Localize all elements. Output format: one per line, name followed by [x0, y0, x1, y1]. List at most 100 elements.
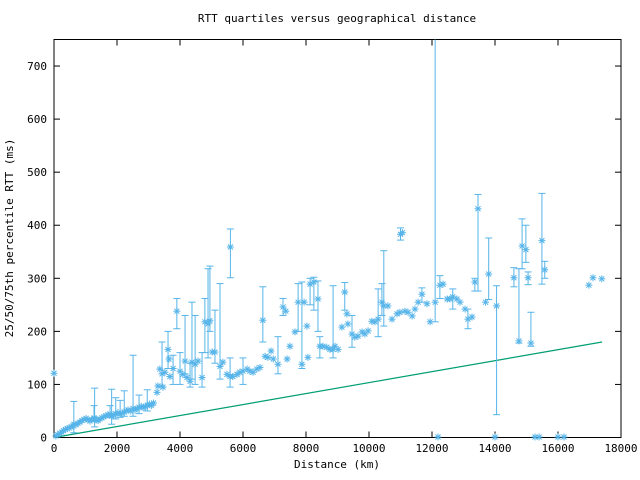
data-point [227, 244, 234, 250]
data-point [412, 306, 418, 312]
plot-frame [53, 39, 622, 438]
data-point [51, 370, 57, 377]
data-point [399, 229, 406, 236]
data-point [189, 359, 195, 365]
data-point [154, 389, 160, 396]
data-point [427, 318, 433, 325]
y-axis-label: 25/50/75th percentile RTT (ms) [3, 139, 16, 338]
data-point [449, 294, 456, 300]
data-point [311, 279, 317, 285]
data-point [397, 309, 403, 316]
data-point [305, 354, 311, 361]
data-point [528, 340, 534, 346]
data-point [304, 323, 310, 329]
data-point [409, 313, 416, 319]
data-point [284, 356, 290, 362]
data-point [365, 327, 371, 334]
data-point [166, 356, 172, 362]
data-point [437, 282, 443, 289]
data-point [375, 316, 381, 323]
data-point [516, 338, 522, 344]
data-point [355, 333, 361, 339]
data-point [259, 317, 266, 324]
data-point [561, 434, 567, 440]
data-point [184, 374, 190, 381]
data-point [471, 279, 478, 285]
data-point [345, 321, 351, 327]
data-point [182, 358, 188, 364]
chart-title: RTT quartiles versus geographical distan… [198, 12, 476, 25]
data-point [195, 358, 201, 364]
data-point [207, 317, 213, 324]
x-tick-label: 0 [51, 442, 58, 455]
data-point [202, 318, 208, 325]
data-point [523, 246, 529, 253]
data-point [292, 329, 298, 335]
x-axis-label: Distance (km) [294, 458, 380, 471]
data-point [167, 373, 173, 380]
data-point [405, 309, 411, 316]
data-point [165, 346, 171, 353]
data-point [179, 371, 186, 378]
data-point [457, 299, 463, 306]
data-point [199, 374, 205, 381]
data-point [492, 434, 498, 440]
x-tick-label: 4000 [167, 442, 194, 455]
data-point [380, 303, 387, 309]
data-point [217, 363, 223, 370]
data-point [536, 434, 542, 440]
data-point [344, 311, 350, 317]
x-tick-label: 10000 [352, 442, 385, 455]
data-point [280, 304, 286, 310]
data-point [415, 299, 421, 306]
y-tick-label: 0 [40, 432, 47, 445]
data-point [70, 421, 77, 428]
data-point [424, 300, 430, 307]
data-point [262, 353, 268, 360]
data-point [586, 282, 592, 289]
y-tick-label: 100 [27, 378, 47, 391]
data-point [323, 344, 330, 351]
data-point [475, 205, 481, 212]
data-point [389, 316, 395, 323]
reference-line [53, 341, 603, 439]
data-point [247, 368, 253, 375]
data-point [268, 348, 274, 354]
data-point [332, 343, 338, 350]
data-point [270, 356, 277, 362]
data-point [482, 299, 489, 306]
data-point [335, 346, 341, 353]
data-point [485, 271, 492, 277]
x-tick-label: 14000 [478, 442, 511, 455]
x-tick-label: 8000 [293, 442, 320, 455]
data-point [339, 324, 345, 330]
data-point [351, 334, 358, 341]
data-point [590, 274, 596, 281]
data-point [177, 368, 183, 375]
x-tick-label: 18000 [604, 442, 637, 455]
data-point [224, 371, 230, 378]
y-tick-label: 500 [27, 166, 47, 179]
data-point [435, 434, 441, 440]
data-point [432, 299, 439, 306]
y-tick-label: 700 [27, 60, 47, 73]
data-point [295, 299, 301, 306]
plot-area: 0 2000 4000 6000 8000 10000 12000 14000 16000 180… [27, 39, 638, 455]
y-tick-label: 300 [27, 272, 47, 285]
data-point [493, 303, 500, 309]
data-point [454, 296, 460, 302]
x-tick-label: 6000 [230, 442, 257, 455]
data-point [257, 364, 263, 371]
data-point [282, 308, 289, 315]
data-point [170, 365, 176, 372]
data-point [244, 366, 250, 372]
data-point [519, 243, 525, 249]
data-point [236, 369, 243, 376]
data-point [359, 329, 365, 335]
x-tick-label: 2000 [104, 442, 131, 455]
x-tick-label: 12000 [415, 442, 448, 455]
data-point [341, 289, 348, 295]
y-tick-label: 600 [27, 113, 47, 126]
data-point [301, 299, 307, 306]
